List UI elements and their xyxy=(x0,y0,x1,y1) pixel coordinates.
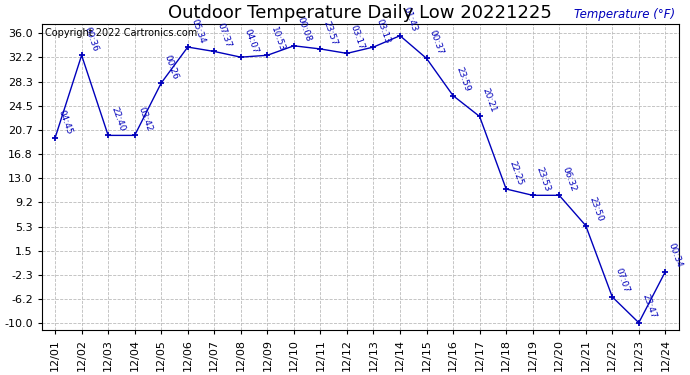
Text: 06:32: 06:32 xyxy=(560,165,578,193)
Text: 20:21: 20:21 xyxy=(481,87,498,114)
Text: 00:34: 00:34 xyxy=(667,242,684,269)
Text: 23:57: 23:57 xyxy=(322,19,339,46)
Text: 23:47: 23:47 xyxy=(640,293,658,320)
Text: 03:13: 03:13 xyxy=(375,17,392,45)
Text: 23:59: 23:59 xyxy=(455,66,472,93)
Text: Copyright 2022 Cartronics.com: Copyright 2022 Cartronics.com xyxy=(45,28,197,38)
Text: 23:50: 23:50 xyxy=(587,196,604,223)
Text: 04:07: 04:07 xyxy=(242,27,259,55)
Text: 03:42: 03:42 xyxy=(136,106,153,133)
Text: 04:45: 04:45 xyxy=(57,108,74,135)
Text: 00:37: 00:37 xyxy=(428,28,445,56)
Text: 05:34: 05:34 xyxy=(189,17,206,45)
Text: 01:43: 01:43 xyxy=(402,6,419,33)
Title: Outdoor Temperature Daily Low 20221225: Outdoor Temperature Daily Low 20221225 xyxy=(168,4,552,22)
Text: 22:25: 22:25 xyxy=(507,159,524,186)
Text: 00:36: 00:36 xyxy=(83,26,100,53)
Text: 22:40: 22:40 xyxy=(110,106,127,133)
Text: 23:53: 23:53 xyxy=(534,165,551,193)
Text: 10:53: 10:53 xyxy=(268,26,286,53)
Text: 07:37: 07:37 xyxy=(215,22,233,49)
Text: Temperature (°F): Temperature (°F) xyxy=(574,8,676,21)
Text: 07:07: 07:07 xyxy=(613,267,631,294)
Text: 00:26: 00:26 xyxy=(163,53,180,81)
Text: 03:17: 03:17 xyxy=(348,24,366,51)
Text: 00:08: 00:08 xyxy=(295,16,313,43)
